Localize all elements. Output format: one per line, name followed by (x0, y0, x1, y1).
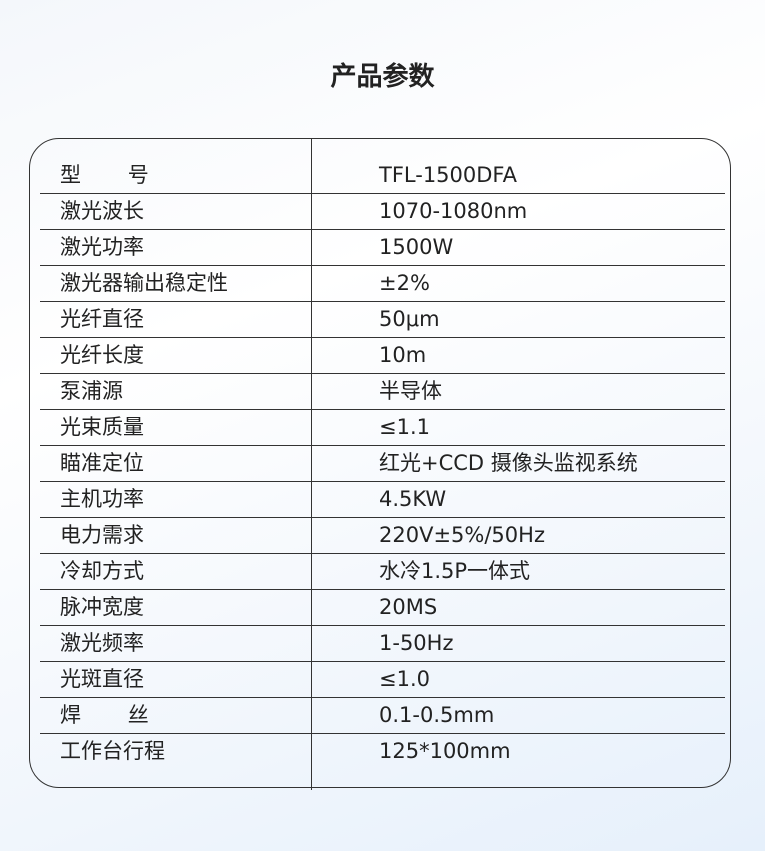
row-label: 光束质量 (60, 415, 144, 439)
row-value: ≤1.1 (379, 415, 430, 439)
table-row: 电力需求 220V±5%/50Hz (40, 517, 725, 554)
table-row: 光束质量 ≤1.1 (40, 409, 725, 446)
page-title: 产品参数 (330, 62, 435, 92)
row-label: 光纤长度 (60, 343, 144, 367)
row-label: 泵浦源 (60, 379, 123, 403)
row-label: 焊 丝 (60, 703, 149, 727)
row-value: 50μm (379, 307, 440, 331)
table-row: 焊 丝 0.1-0.5mm (40, 697, 725, 734)
row-value: 1-50Hz (379, 631, 454, 655)
table-row: 工作台行程 125*100mm (40, 733, 725, 769)
table-row: 瞄准定位 红光+CCD 摄像头监视系统 (40, 445, 725, 482)
row-value: 0.1-0.5mm (379, 703, 495, 727)
row-label: 冷却方式 (60, 559, 144, 583)
row-label: 型 号 (60, 163, 149, 187)
table-row: 激光频率 1-50Hz (40, 625, 725, 662)
row-label: 光斑直径 (60, 667, 144, 691)
row-value: ≤1.0 (379, 667, 430, 691)
table-row: 光纤直径 50μm (40, 301, 725, 338)
row-label: 激光波长 (60, 199, 144, 223)
row-value: 4.5KW (379, 487, 447, 511)
row-label: 电力需求 (60, 523, 144, 547)
table-row: 激光功率 1500W (40, 229, 725, 266)
row-value: 水冷1.5P一体式 (379, 559, 531, 583)
table-row: 激光波长 1070-1080nm (40, 193, 725, 230)
row-label: 瞄准定位 (60, 451, 144, 475)
row-label: 脉冲宽度 (60, 595, 144, 619)
table-row: 型 号 TFL-1500DFA (40, 157, 725, 194)
column-divider (311, 138, 312, 790)
row-value: 1070-1080nm (379, 199, 528, 223)
row-label: 光纤直径 (60, 307, 144, 331)
table-row: 激光器输出稳定性 ±2% (40, 265, 725, 302)
table-row: 光斑直径 ≤1.0 (40, 661, 725, 698)
row-label: 激光器输出稳定性 (60, 271, 228, 295)
table-row: 泵浦源 半导体 (40, 373, 725, 410)
row-value: 10m (379, 343, 427, 367)
row-value: 红光+CCD 摄像头监视系统 (379, 451, 638, 475)
row-label: 激光频率 (60, 631, 144, 655)
row-value: TFL-1500DFA (379, 163, 517, 187)
row-value: ±2% (379, 271, 430, 295)
row-value: 半导体 (379, 379, 442, 403)
spec-table (29, 138, 731, 788)
row-value: 20MS (379, 595, 438, 619)
table-row: 冷却方式 水冷1.5P一体式 (40, 553, 725, 590)
row-value: 125*100mm (379, 739, 511, 763)
table-row: 脉冲宽度 20MS (40, 589, 725, 626)
row-label: 工作台行程 (60, 739, 165, 763)
row-value: 220V±5%/50Hz (379, 523, 545, 547)
row-value: 1500W (379, 235, 454, 259)
table-row: 主机功率 4.5KW (40, 481, 725, 518)
row-label: 主机功率 (60, 487, 144, 511)
row-label: 激光功率 (60, 235, 144, 259)
table-row: 光纤长度 10m (40, 337, 725, 374)
